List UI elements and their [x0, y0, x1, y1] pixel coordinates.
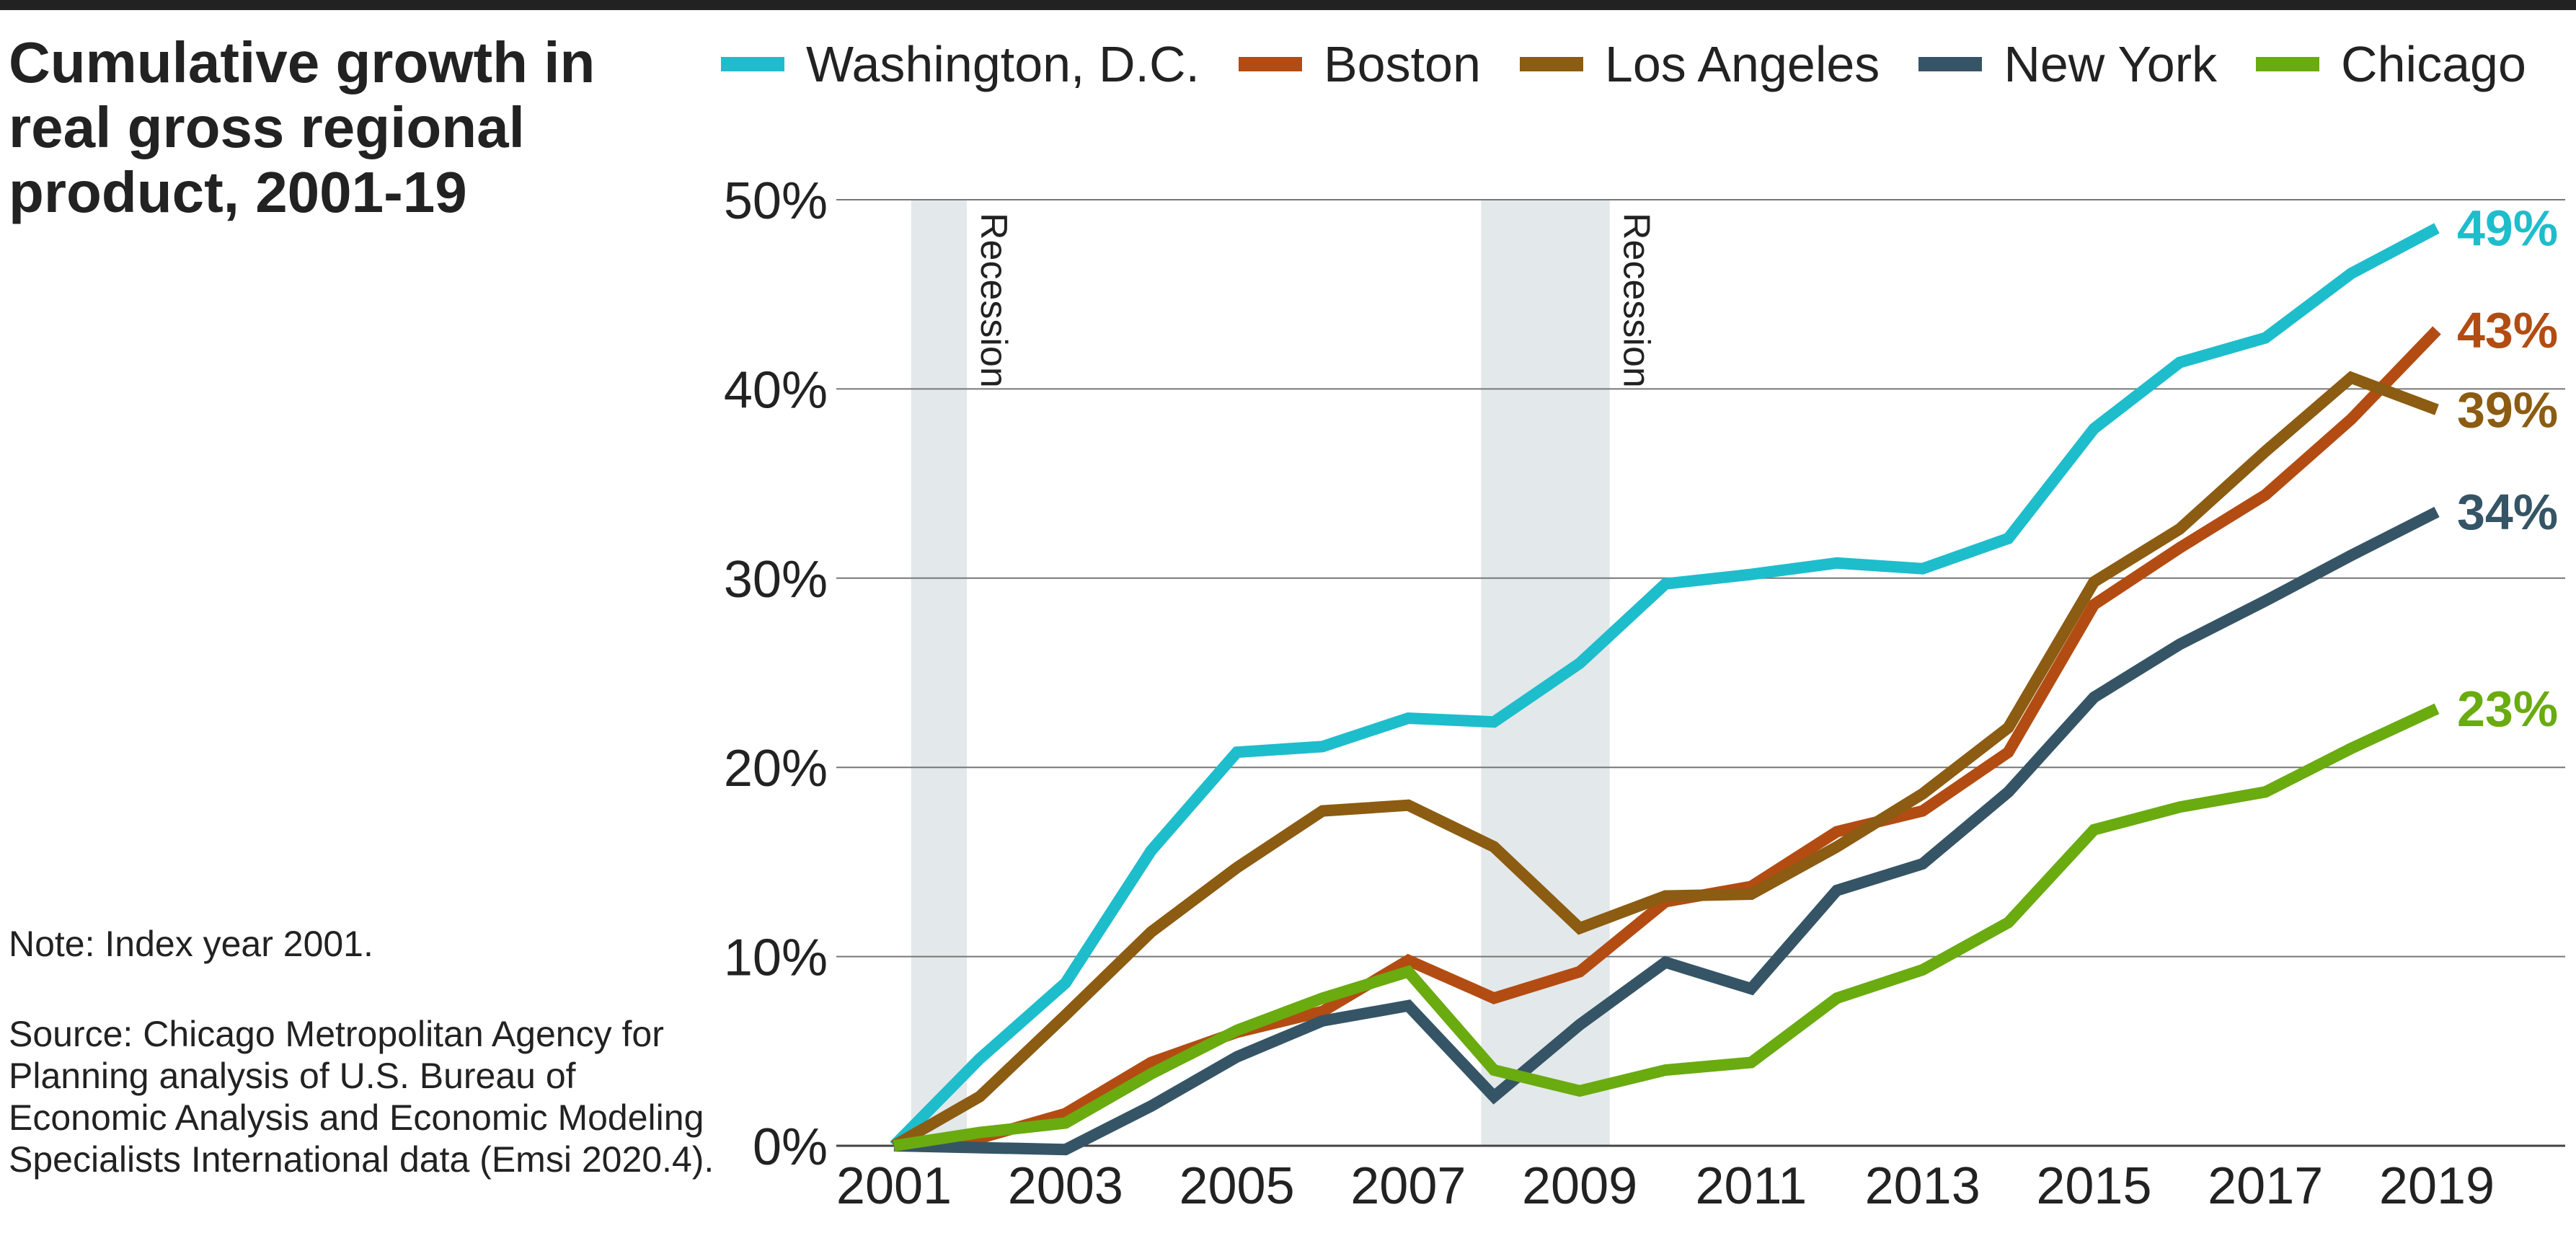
x-tick-label: 2009	[1522, 1157, 1637, 1215]
series-line-los-angeles	[891, 371, 2439, 1151]
x-tick-label: 2019	[2379, 1157, 2495, 1215]
note-text: Note: Index year 2001.	[9, 924, 373, 964]
x-tick-label: 2007	[1350, 1157, 1466, 1215]
source-text: Source: Chicago Metropolitan Agency for …	[9, 1014, 714, 1180]
x-tick-label: 2015	[2036, 1157, 2151, 1215]
recession-label-1: Recession	[973, 213, 1014, 388]
legend-swatch-washington	[721, 57, 784, 71]
legend-swatch-new-york	[1918, 57, 1983, 71]
series-line-chicago	[893, 703, 2440, 1152]
legend-label-los-angeles: Los Angeles	[1604, 36, 1880, 92]
legend-swatch-chicago	[2256, 57, 2320, 71]
recession-band-1	[911, 200, 968, 1146]
x-tick-label: 2003	[1008, 1157, 1123, 1215]
legend: Washington, D.C. Boston Los Angeles New …	[721, 32, 2565, 97]
legend-label-new-york: New York	[2004, 36, 2218, 92]
legend-item-chicago: Chicago	[2256, 35, 2526, 93]
x-tick-label: 2011	[1695, 1157, 1807, 1215]
chart-title: Cumulative growth in real gross regional…	[9, 30, 596, 224]
x-tick-label: 2017	[2208, 1157, 2323, 1215]
y-tick-label: 20%	[724, 740, 828, 797]
recession-label-2: Recession	[1616, 213, 1657, 388]
legend-label-washington: Washington, D.C.	[806, 36, 1200, 92]
y-tick-label: 40%	[724, 361, 828, 419]
y-tick-label: 50%	[724, 172, 828, 230]
legend-item-new-york: New York	[1918, 35, 2217, 93]
legend-label-boston: Boston	[1323, 36, 1481, 92]
legend-label-chicago: Chicago	[2341, 36, 2526, 92]
legend-swatch-boston	[1238, 57, 1302, 71]
x-tick-label: 2005	[1179, 1157, 1294, 1215]
series-line-new-york	[893, 506, 2440, 1156]
top-rule	[0, 0, 2576, 10]
end-label-washington-d-c: 49%	[2457, 200, 2558, 256]
legend-item-los-angeles: Los Angeles	[1519, 35, 1880, 93]
end-label-los-angeles: 39%	[2457, 381, 2558, 438]
y-tick-label: 0%	[753, 1118, 828, 1176]
series-line-washington-d-c	[890, 223, 2440, 1150]
legend-item-boston: Boston	[1238, 35, 1481, 93]
legend-item-washington: Washington, D.C.	[721, 35, 1200, 93]
x-tick-label: 2001	[836, 1157, 952, 1215]
end-label-boston: 43%	[2457, 302, 2558, 358]
series-line-boston	[893, 326, 2441, 1152]
y-tick-label: 30%	[724, 551, 828, 609]
end-label-chicago: 23%	[2457, 681, 2558, 737]
y-tick-label: 10%	[724, 929, 828, 987]
x-tick-label: 2013	[1865, 1157, 1980, 1215]
legend-swatch-los-angeles	[1519, 57, 1583, 71]
recession-band-2	[1481, 200, 1610, 1146]
end-label-new-york: 34%	[2457, 484, 2558, 540]
